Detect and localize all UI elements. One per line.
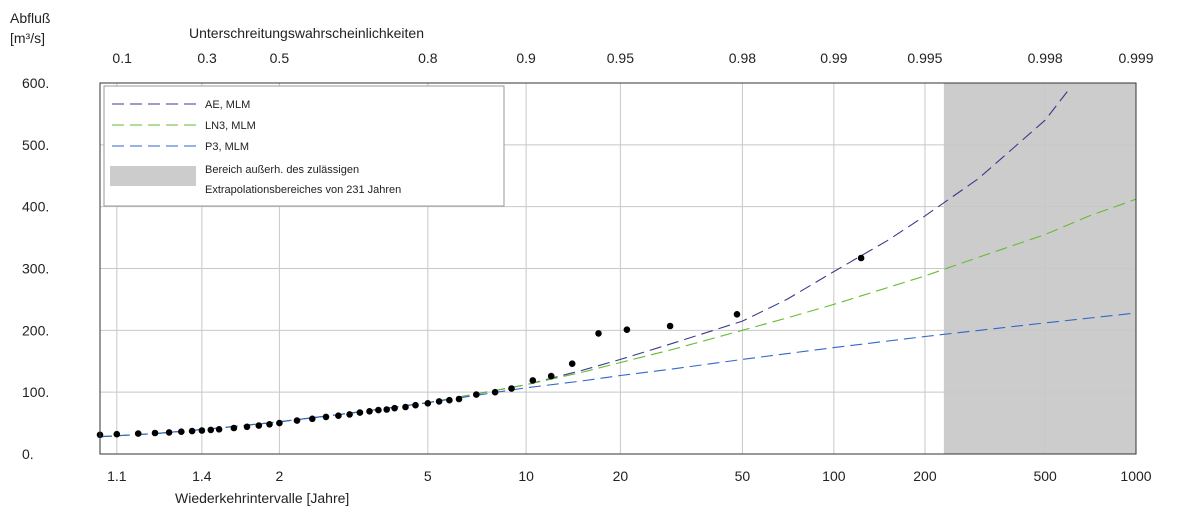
plot-frame (99, 82, 1137, 455)
observation-point (293, 417, 301, 424)
y-tick-label: 500. (22, 137, 49, 153)
y-tick-label: 600. (22, 75, 49, 91)
x-tick-label: 1.1 (107, 468, 127, 484)
top-tick-label: 0.5 (270, 50, 290, 66)
observation-point (151, 429, 159, 437)
observation-point (113, 430, 121, 438)
top-tick-label: 0.999 (1118, 50, 1153, 66)
top-tick-label: 0.95 (607, 50, 634, 66)
observation-point (733, 311, 741, 318)
top-tick-label: 0.8 (418, 50, 438, 66)
legend-label: P3, MLM (205, 141, 249, 153)
x-tick-label: 1000 (1120, 468, 1151, 484)
x-tick-label: 1.4 (192, 468, 212, 484)
observation-point (335, 412, 342, 420)
observation-point (230, 424, 238, 432)
x-tick-label: 100 (822, 468, 846, 484)
y-tick-label: 100. (22, 384, 49, 400)
top-tick-label: 0.998 (1028, 50, 1063, 66)
observation-point (547, 372, 555, 380)
y-tick-label: 400. (22, 199, 49, 215)
observation-point (424, 400, 432, 407)
observation-point (165, 429, 173, 436)
legend-shade-label-line1: Bereich außerh. des zulässigen (205, 164, 359, 176)
observation-point (346, 411, 353, 418)
observation-point (402, 403, 409, 411)
top-tick-label: 0.99 (820, 50, 847, 66)
y-axis-title-line2: [m³/s] (10, 30, 45, 46)
x-tick-label: 20 (613, 468, 629, 484)
legend-shade-swatch (110, 166, 196, 186)
x-tick-label: 50 (735, 468, 751, 484)
top-tick-label: 0.9 (516, 50, 536, 66)
observation-point (276, 419, 283, 427)
observation-point (666, 322, 674, 330)
top-tick-label: 0.3 (197, 50, 217, 66)
observation-point (446, 396, 453, 404)
x-tick-label: 2 (275, 468, 283, 484)
observation-point (595, 330, 602, 337)
observation-point (266, 421, 273, 428)
observation-point (383, 406, 391, 413)
x-tick-label: 500 (1033, 468, 1057, 484)
y-tick-label: 200. (22, 322, 49, 338)
observation-point (568, 360, 576, 368)
observation-point (412, 401, 419, 409)
observation-point (215, 426, 223, 433)
observation-point (188, 427, 196, 435)
legend-label: LN3, MLM (205, 120, 256, 132)
observation-point (491, 388, 499, 396)
legend-shade-label-line2: Extrapolationsbereiches von 231 Jahren (205, 184, 401, 196)
observation-point (356, 409, 364, 416)
observation-point (391, 404, 398, 412)
observation-point (529, 377, 537, 384)
observation-point (435, 398, 443, 405)
observation-point (178, 428, 185, 436)
observation-point (375, 406, 382, 414)
top-tick-label: 0.995 (907, 50, 942, 66)
x-axis-title: Wiederkehrintervalle [Jahre] (175, 490, 349, 506)
legend-label: AE, MLM (205, 99, 250, 111)
observation-point (255, 422, 263, 429)
x-tick-label: 10 (518, 468, 534, 484)
x-tick-label: 200 (913, 468, 937, 484)
observation-point (198, 427, 206, 434)
x-tick-label: 5 (424, 468, 432, 484)
observation-point (623, 326, 631, 334)
observation-point (366, 408, 373, 415)
y-axis-title-line1: Abfluß (10, 10, 50, 26)
top-axis-title: Unterschreitungswahrscheinlichkeiten (189, 25, 424, 41)
observation-point (473, 391, 480, 398)
y-tick-label: 0. (22, 446, 34, 462)
observation-point (455, 395, 463, 403)
y-tick-label: 300. (22, 261, 49, 277)
observation-point (134, 430, 142, 437)
observation-point (309, 415, 316, 423)
observation-point (508, 385, 515, 392)
observation-point (322, 413, 330, 421)
observation-point (243, 423, 251, 431)
observation-point (207, 426, 215, 434)
observation-point (857, 254, 865, 262)
top-tick-label: 0.98 (729, 50, 756, 66)
top-tick-label: 0.1 (112, 50, 132, 66)
